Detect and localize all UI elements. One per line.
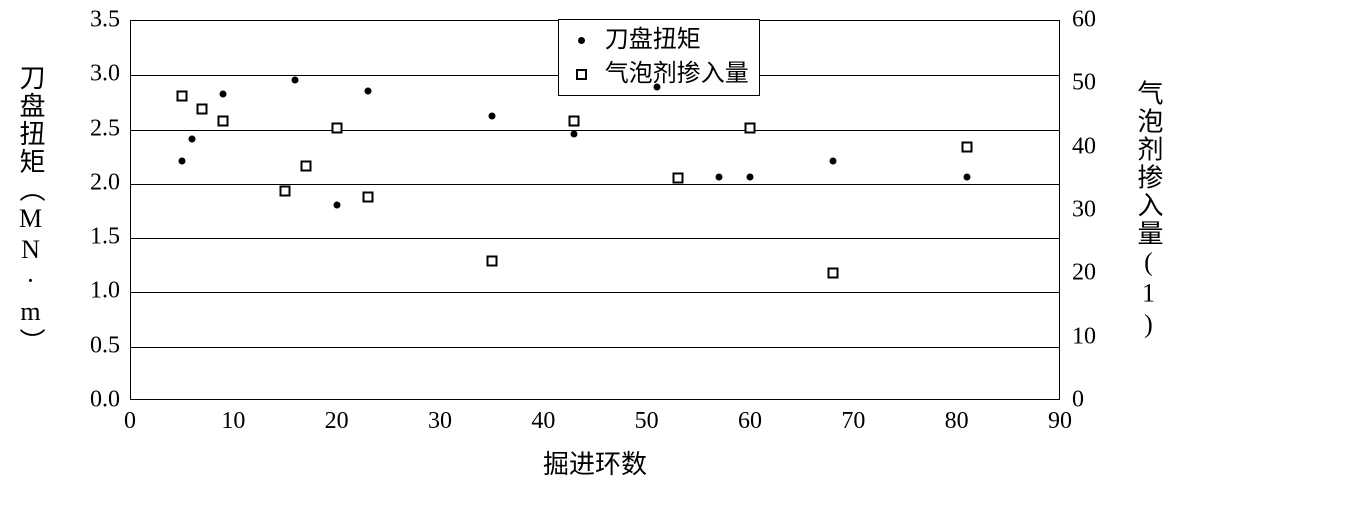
gridline bbox=[131, 292, 1059, 293]
y-right-tick-label: 60 bbox=[1072, 7, 1096, 34]
series2-point bbox=[672, 173, 683, 184]
series2-point bbox=[280, 186, 291, 197]
y-right-tick-label: 30 bbox=[1072, 197, 1096, 224]
x-axis-label: 掘进环数 bbox=[543, 444, 647, 481]
series1-point bbox=[488, 112, 495, 119]
x-tick-label: 60 bbox=[738, 408, 762, 435]
y-right-tick-label: 50 bbox=[1072, 70, 1096, 97]
series1-point bbox=[220, 90, 227, 97]
series2-point bbox=[962, 141, 973, 152]
series1-point bbox=[747, 174, 754, 181]
legend-label-series1: 刀盘扭矩 bbox=[605, 24, 701, 58]
y-left-tick-label: 3.5 bbox=[90, 7, 120, 34]
y-left-tick-label: 0.5 bbox=[90, 332, 120, 359]
gridline bbox=[131, 238, 1059, 239]
series1-point bbox=[364, 87, 371, 94]
x-tick-label: 70 bbox=[841, 408, 865, 435]
series1-point bbox=[654, 84, 661, 91]
series2-point bbox=[218, 116, 229, 127]
legend-marker-dot bbox=[578, 37, 585, 44]
y-axis-right-label: 气泡剂掺入量(1) bbox=[1130, 80, 1167, 341]
series2-point bbox=[362, 192, 373, 203]
series2-point bbox=[569, 116, 580, 127]
y-right-tick-label: 40 bbox=[1072, 133, 1096, 160]
x-tick-label: 50 bbox=[635, 408, 659, 435]
y-left-tick-label: 2.5 bbox=[90, 115, 120, 142]
series1-point bbox=[716, 174, 723, 181]
gridline bbox=[131, 130, 1059, 131]
gridline bbox=[131, 184, 1059, 185]
series2-point bbox=[331, 122, 342, 133]
series1-point bbox=[571, 131, 578, 138]
series1-point bbox=[829, 158, 836, 165]
y-right-tick-label: 0 bbox=[1072, 387, 1084, 414]
x-tick-label: 40 bbox=[531, 408, 555, 435]
series2-point bbox=[827, 268, 838, 279]
legend-item-series1: 刀盘扭矩 bbox=[569, 24, 749, 58]
series1-point bbox=[292, 76, 299, 83]
x-tick-label: 0 bbox=[124, 408, 136, 435]
x-tick-label: 90 bbox=[1048, 408, 1072, 435]
series2-point bbox=[197, 103, 208, 114]
x-tick-label: 10 bbox=[221, 408, 245, 435]
y-left-tick-label: 2.0 bbox=[90, 169, 120, 196]
y-right-tick-label: 10 bbox=[1072, 323, 1096, 350]
y-left-tick-label: 1.5 bbox=[90, 224, 120, 251]
legend-label-series2: 气泡剂掺入量 bbox=[605, 58, 749, 92]
gridline bbox=[131, 347, 1059, 348]
y-right-tick-label: 20 bbox=[1072, 260, 1096, 287]
y-left-tick-label: 1.0 bbox=[90, 278, 120, 305]
x-tick-label: 80 bbox=[945, 408, 969, 435]
y-axis-left-label: 刀盘扭矩（MN·m） bbox=[12, 64, 49, 356]
x-tick-label: 20 bbox=[325, 408, 349, 435]
series1-point bbox=[333, 201, 340, 208]
series1-point bbox=[189, 136, 196, 143]
y-left-tick-label: 0.0 bbox=[90, 387, 120, 414]
series2-point bbox=[486, 255, 497, 266]
series2-point bbox=[745, 122, 756, 133]
series1-point bbox=[964, 174, 971, 181]
series1-point bbox=[178, 158, 185, 165]
series2-point bbox=[176, 91, 187, 102]
legend-marker-square bbox=[576, 69, 587, 80]
y-left-tick-label: 3.0 bbox=[90, 61, 120, 88]
x-tick-label: 30 bbox=[428, 408, 452, 435]
series2-point bbox=[300, 160, 311, 171]
